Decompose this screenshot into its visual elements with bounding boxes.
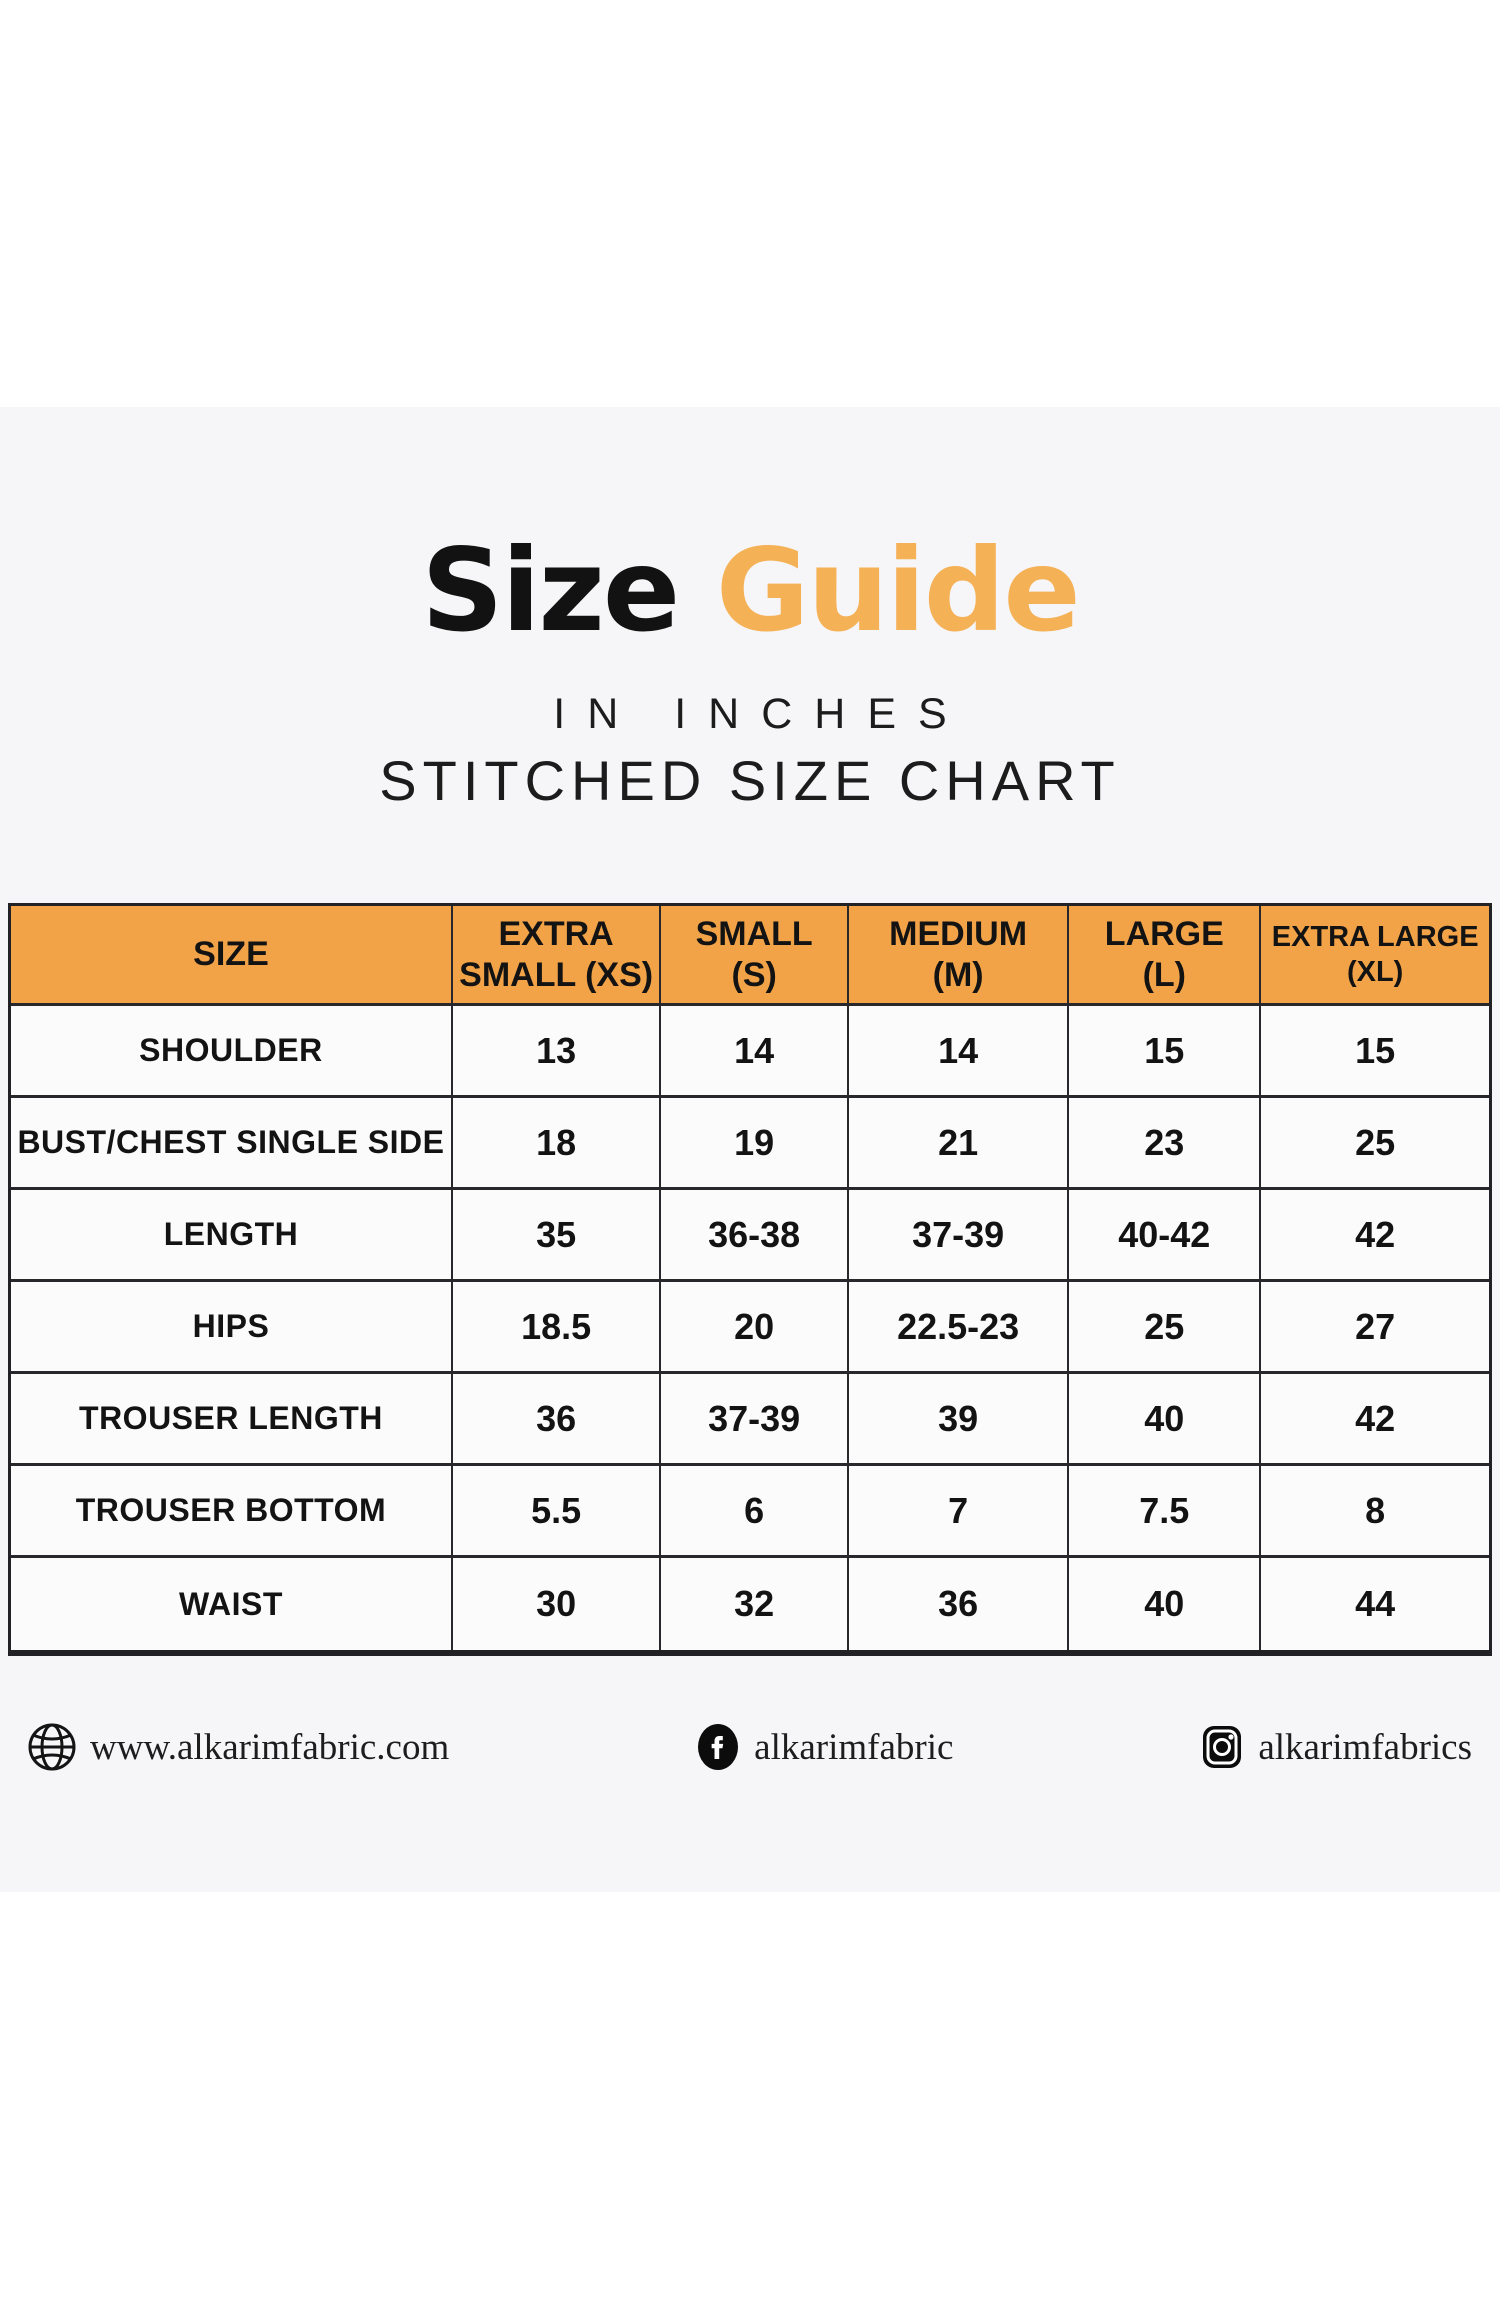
col-header-small: SMALL (S): [661, 906, 850, 1006]
website-item: www.alkarimfabric.com: [26, 1721, 449, 1773]
trouser-bottom-xs: 5.5: [452, 1466, 662, 1558]
trouser-length-l: 40: [1069, 1374, 1262, 1466]
shoulder-xs: 13: [452, 1006, 662, 1098]
shoulder-m: 14: [849, 1006, 1070, 1098]
length-m: 37-39: [849, 1190, 1070, 1282]
hips-xs: 18.5: [452, 1282, 662, 1374]
length-xs: 35: [452, 1190, 662, 1282]
size-table: SIZE EXTRA SMALL (XS) SMALL (S) MEDIUM (M) …: [8, 903, 1492, 1656]
trouser-length-m: 39: [849, 1374, 1070, 1466]
facebook-handle: alkarimfabric: [754, 1726, 954, 1768]
trouser-length-xl: 42: [1261, 1374, 1489, 1466]
facebook-icon: [698, 1724, 739, 1770]
trouser-bottom-s: 6: [661, 1466, 850, 1558]
trouser-bottom-m: 7: [849, 1466, 1070, 1558]
row-label-trouser-bottom: TROUSER BOTTOM: [11, 1466, 453, 1558]
waist-m: 36: [849, 1558, 1070, 1650]
row-label-waist: WAIST: [11, 1558, 453, 1650]
waist-s: 32: [661, 1558, 850, 1650]
facebook-item: alkarimfabric: [694, 1723, 953, 1771]
hips-l: 25: [1069, 1282, 1262, 1374]
title-word-size: Size: [421, 524, 680, 657]
shoulder-l: 15: [1069, 1006, 1262, 1098]
col-header-extra-small: EXTRA SMALL (XS): [452, 906, 662, 1006]
page-title: Size Guide: [0, 520, 1500, 663]
hips-s: 20: [661, 1282, 850, 1374]
col-header-medium: MEDIUM (M): [849, 906, 1070, 1006]
bust-s: 19: [661, 1098, 850, 1190]
trouser-bottom-l: 7.5: [1069, 1466, 1262, 1558]
bust-xl: 25: [1261, 1098, 1489, 1190]
bust-xs: 18: [452, 1098, 662, 1190]
waist-xs: 30: [453, 1558, 662, 1650]
shoulder-xl: 15: [1261, 1006, 1489, 1098]
row-label-bust-chest: BUST/CHEST SINGLE SIDE: [11, 1098, 453, 1190]
instagram-icon: [1203, 1726, 1242, 1768]
col-header-large: LARGE (L): [1069, 906, 1262, 1006]
row-label-shoulder: SHOULDER: [11, 1006, 453, 1098]
website-url: www.alkarimfabric.com: [90, 1726, 450, 1768]
length-xl: 42: [1261, 1190, 1489, 1282]
bust-l: 23: [1069, 1098, 1262, 1190]
length-s: 36-38: [661, 1190, 850, 1282]
row-label-trouser-length: TROUSER LENGTH: [11, 1374, 453, 1466]
hips-xl: 27: [1261, 1282, 1489, 1374]
col-header-size: SIZE: [11, 906, 453, 1006]
hips-m: 22.5-23: [849, 1282, 1070, 1374]
instagram-handle: alkarimfabrics: [1258, 1726, 1472, 1768]
globe-icon: [28, 1723, 76, 1771]
bust-m: 21: [849, 1098, 1070, 1190]
waist-l: 40: [1069, 1558, 1262, 1650]
subtitle-stitched-size-chart: STITCHED SIZE CHART: [379, 749, 1121, 812]
instagram-item: alkarimfabrics: [1198, 1723, 1472, 1771]
trouser-length-xs: 36: [452, 1374, 662, 1466]
trouser-bottom-xl: 8: [1261, 1466, 1489, 1558]
col-header-extra-large: EXTRA LARGE (XL): [1261, 906, 1489, 1006]
contact-footer: www.alkarimfabric.com alkarimfabric alka…: [0, 1712, 1500, 1782]
length-l: 40-42: [1069, 1190, 1262, 1282]
row-label-length: LENGTH: [11, 1190, 453, 1282]
row-label-hips: HIPS: [11, 1282, 453, 1374]
title-word-guide: Guide: [715, 524, 1081, 657]
waist-xl: 44: [1355, 1583, 1396, 1624]
subtitle-in-inches: IN INCHES: [553, 690, 969, 738]
shoulder-s: 14: [661, 1006, 850, 1098]
trouser-length-s: 37-39: [661, 1374, 850, 1466]
